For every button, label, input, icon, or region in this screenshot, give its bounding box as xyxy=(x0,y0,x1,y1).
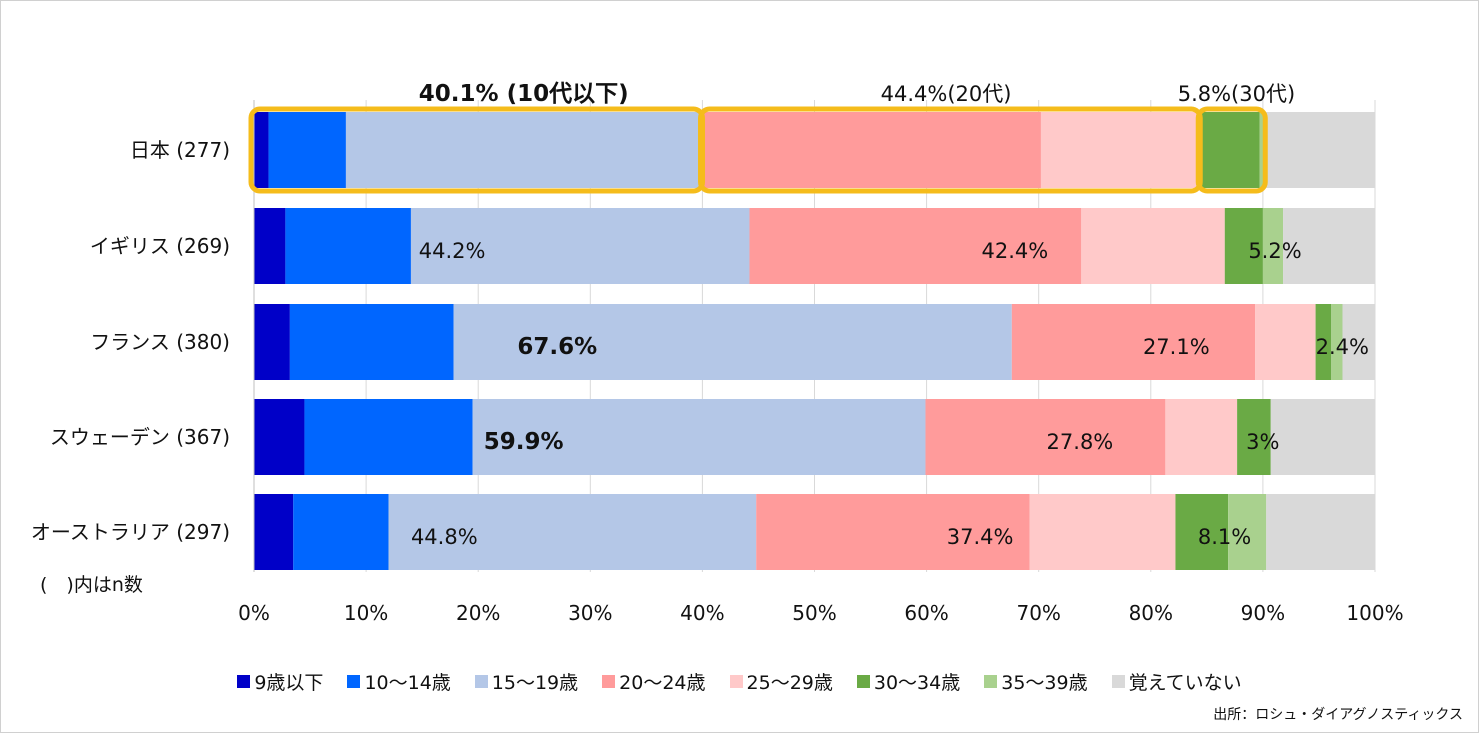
legend-item: 15～19歳 xyxy=(474,668,579,695)
bar-segment xyxy=(1266,112,1375,188)
bar-segment xyxy=(293,494,389,570)
category-label: イギリス (269) xyxy=(90,234,230,258)
bar-segment xyxy=(304,399,473,475)
bar-segment xyxy=(1228,494,1267,570)
data-label: 37.4% xyxy=(947,525,1014,549)
x-tick-label: 90% xyxy=(1241,601,1285,625)
data-label: 5.2% xyxy=(1248,239,1301,263)
bar-segment xyxy=(453,304,1012,380)
bar-segment xyxy=(1011,304,1256,380)
bar-segment xyxy=(254,208,286,284)
data-label: 44.8% xyxy=(411,525,478,549)
data-label: 27.1% xyxy=(1143,335,1210,359)
x-tick-label: 80% xyxy=(1129,601,1173,625)
legend-swatch xyxy=(347,675,361,688)
legend-item: 30～34歳 xyxy=(856,668,961,695)
x-tick-label: 30% xyxy=(568,601,612,625)
x-tick-label: 40% xyxy=(680,601,724,625)
legend-swatch xyxy=(729,675,743,688)
x-tick-label: 60% xyxy=(904,601,948,625)
category-label: オーストラリア (297) xyxy=(31,520,230,544)
data-label: 3% xyxy=(1246,430,1279,454)
x-tick-label: 0% xyxy=(238,601,270,625)
x-tick-label: 100% xyxy=(1346,601,1403,625)
bar-segment xyxy=(289,304,454,380)
bar-segment xyxy=(703,112,1041,188)
bar-segment xyxy=(472,399,926,475)
bar-segment xyxy=(1175,494,1229,570)
bar-segment xyxy=(1224,208,1263,284)
legend-item: 覚えていない xyxy=(1111,668,1242,695)
data-label: 42.4% xyxy=(982,239,1049,263)
data-label: 59.9% xyxy=(484,429,564,455)
bar-segment xyxy=(1331,304,1343,380)
n-note: ( )内はn数 xyxy=(40,574,143,596)
data-label: 8.1% xyxy=(1198,525,1251,549)
legend-label: 30～34歳 xyxy=(873,672,961,694)
legend-swatch xyxy=(1111,675,1125,688)
bar-segment xyxy=(756,494,1030,570)
bar-segment xyxy=(1262,208,1284,284)
bar-segment xyxy=(749,208,1082,284)
data-label: 44.2% xyxy=(419,239,486,263)
highlight-box xyxy=(1195,106,1268,194)
bar-segment xyxy=(1266,494,1375,570)
legend-label: 35～39歳 xyxy=(1001,672,1088,694)
bar-segment xyxy=(268,112,346,188)
legend-swatch xyxy=(856,675,870,688)
bar-segment xyxy=(1342,304,1375,380)
bar-segment xyxy=(1270,399,1375,475)
bar-segment xyxy=(1165,399,1238,475)
source-note: 出所：ロシュ・ダイアグノスティックス xyxy=(1213,707,1463,723)
data-label: 2.4% xyxy=(1316,335,1369,359)
data-label: 44.4%(20代) xyxy=(881,82,1012,106)
data-label: 5.8%(30代) xyxy=(1178,82,1295,106)
bar-segment xyxy=(925,399,1166,475)
bar-segment xyxy=(1283,208,1375,284)
legend-label: 20～24歳 xyxy=(619,672,706,694)
x-tick-label: 10% xyxy=(344,601,388,625)
legend-item: 20～24歳 xyxy=(602,668,706,695)
bar-segment xyxy=(254,112,269,188)
bar-segment xyxy=(1040,112,1202,188)
legend-label: 9歳以下 xyxy=(254,672,324,694)
bar-segment xyxy=(410,208,750,284)
bar-segment xyxy=(1201,112,1260,188)
legend-swatch xyxy=(984,675,998,688)
legend-label: 15～19歳 xyxy=(491,672,579,694)
bar-segment xyxy=(1315,304,1332,380)
data-label: 27.8% xyxy=(1047,430,1114,454)
bar-segment xyxy=(388,494,757,570)
legend-swatch xyxy=(602,675,616,688)
bar-segment xyxy=(254,304,290,380)
category-label: スウェーデン (367) xyxy=(50,425,230,449)
legend-item: 25～29歳 xyxy=(729,668,833,695)
x-tick-label: 70% xyxy=(1016,601,1060,625)
bar-segment xyxy=(1255,304,1316,380)
bar-segment xyxy=(345,112,704,188)
legend-swatch xyxy=(237,675,251,688)
legend: 9歳以下 10～14歳 15～19歳 20～24歳 25～29歳 30～34歳 35～39歳… xyxy=(0,668,1479,695)
legend-item: 35～39歳 xyxy=(984,668,1088,695)
legend-swatch xyxy=(474,675,488,688)
legend-item: 9歳以下 xyxy=(237,668,323,695)
category-label: 日本 (277) xyxy=(130,138,230,162)
x-tick-label: 20% xyxy=(456,601,500,625)
bar-segment xyxy=(1081,208,1225,284)
bar-segment xyxy=(254,494,294,570)
bar-segment xyxy=(285,208,411,284)
data-label: 40.1% (10代以下) xyxy=(419,81,629,107)
legend-item: 10～14歳 xyxy=(347,668,451,695)
category-label: フランス (380) xyxy=(90,330,230,354)
legend-label: 10～14歳 xyxy=(364,672,451,694)
legend-label: 覚えていない xyxy=(1128,672,1242,694)
legend-label: 25～29歳 xyxy=(746,672,833,694)
data-label: 67.6% xyxy=(517,334,597,360)
bar-segment xyxy=(254,399,305,475)
bar-segment xyxy=(1029,494,1176,570)
x-tick-label: 50% xyxy=(792,601,836,625)
bar-segment xyxy=(1237,399,1271,475)
